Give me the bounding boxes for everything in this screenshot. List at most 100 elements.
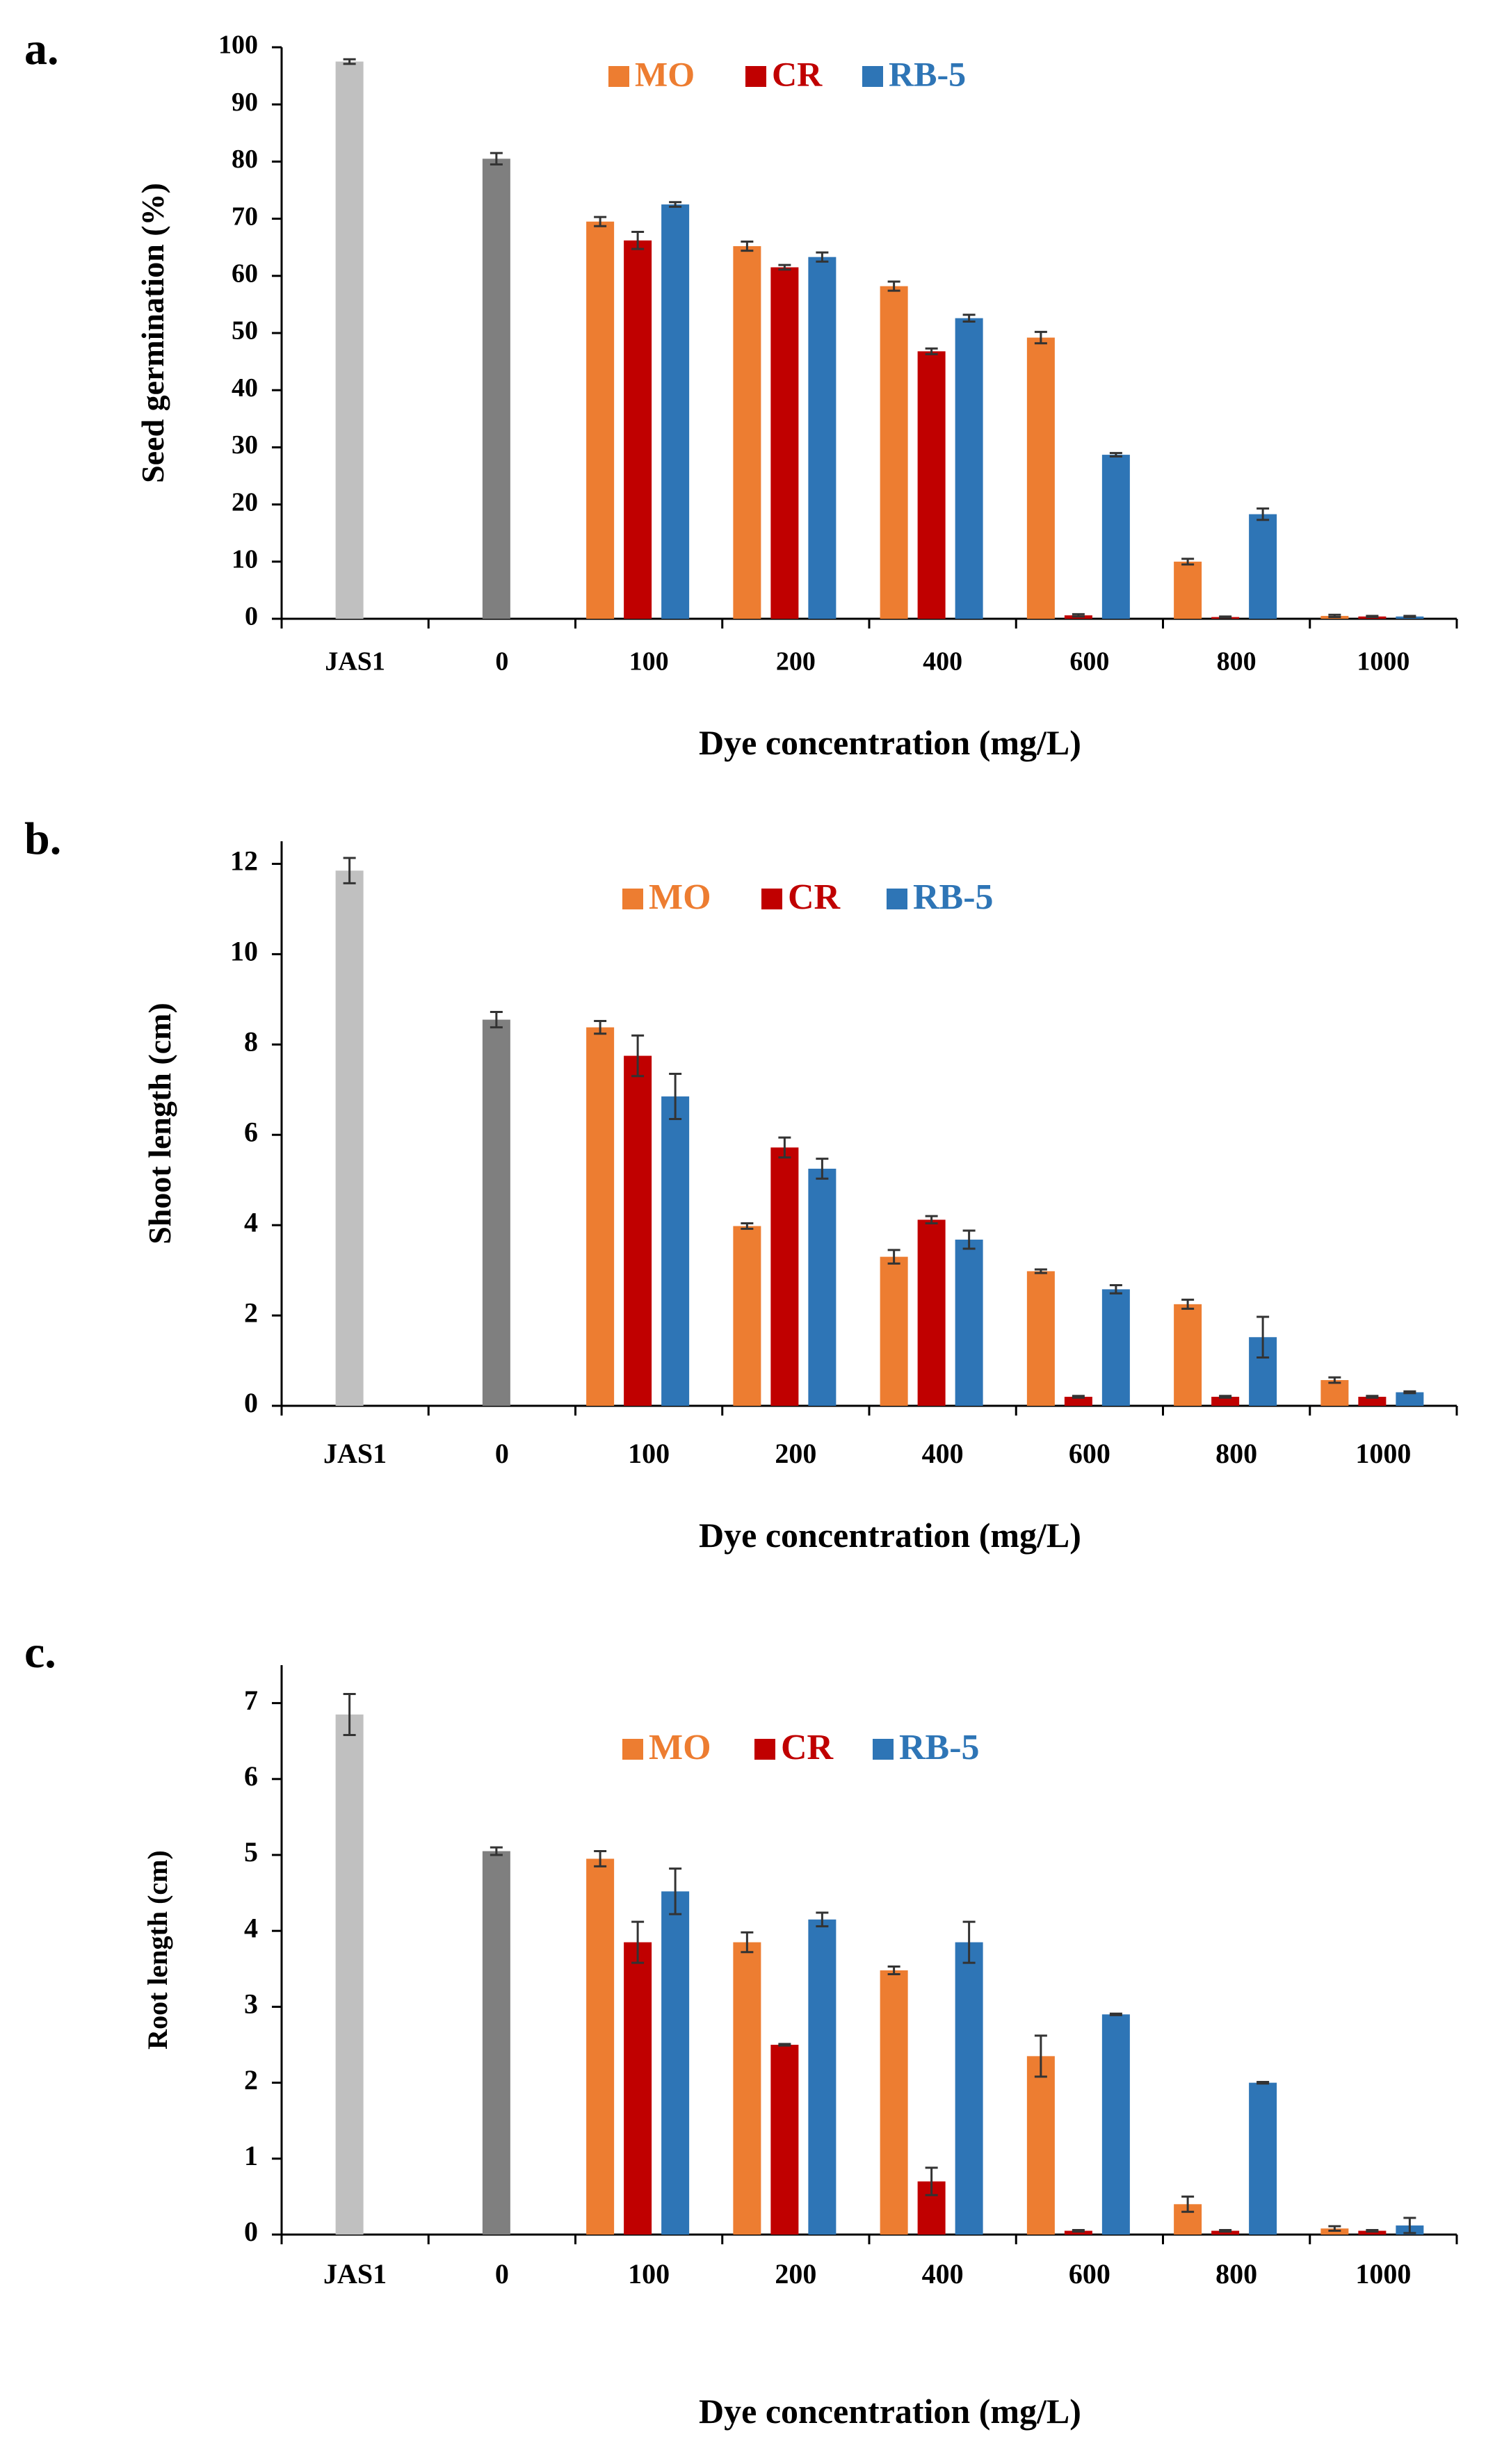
y-tick-label: 7: [244, 1685, 258, 1716]
legend-label-CR: CR: [772, 54, 823, 93]
y-tick-label: 70: [232, 202, 258, 231]
y-tick-label: 12: [230, 845, 258, 877]
legend-swatch-CR: [761, 889, 782, 909]
x-tick-label: 0: [495, 647, 508, 676]
y-tick-label: 6: [244, 1116, 258, 1147]
bar-RB-5-100: [661, 204, 690, 619]
y-tick-label: 4: [244, 1912, 258, 1943]
bar-RB-5-600: [1101, 1289, 1130, 1406]
bar-CR-800: [1211, 2230, 1240, 2235]
legend-swatch-CR: [754, 1739, 775, 1760]
x-tick-label: 600: [1069, 647, 1109, 676]
y-tick-label: 50: [232, 316, 258, 346]
y-tick-label: 10: [230, 936, 258, 967]
chart-panel-3: c. 0 1 2 3 4 5 6 7 JAS1 0 100 200 400 600 800 1000 Dye co…: [24, 1627, 1458, 2431]
bar-RB-5-800: [1249, 514, 1277, 619]
bar-MO-200: [733, 246, 761, 619]
y-tick-label: 20: [232, 487, 258, 517]
legend-label-RB-5: RB-5: [913, 877, 994, 917]
legend-swatch-MO: [622, 1739, 643, 1760]
bar-RB-5-100: [661, 1891, 690, 2235]
x-tick-label: 400: [922, 2258, 964, 2289]
y-tick-label: 40: [232, 373, 258, 403]
bar-RB-5-400: [955, 1942, 983, 2235]
bar-MO-600: [1026, 1271, 1055, 1406]
bar-CR-600: [1064, 1397, 1092, 1406]
legend-swatch-RB-5: [873, 1739, 894, 1760]
y-axis-title: Shoot length (cm): [142, 1003, 177, 1245]
bar-RB-5-200: [808, 1168, 837, 1406]
bar-MO-200: [733, 1226, 761, 1406]
bar-CR-1000: [1358, 2230, 1387, 2235]
panel-label: b.: [24, 813, 61, 864]
bar-CR-200: [770, 2045, 799, 2235]
bar-RB-5-400: [955, 318, 983, 619]
x-axis-title: Dye concentration (mg/L): [699, 1516, 1081, 1555]
x-tick-label: 100: [628, 2258, 670, 2289]
y-tick-label: 0: [245, 602, 258, 631]
bar-control-JAS1: [335, 61, 364, 619]
x-tick-label: 800: [1215, 2258, 1257, 2289]
legend-swatch-RB-5: [887, 889, 907, 909]
legend-swatch-MO: [608, 66, 629, 87]
y-tick-label: 2: [244, 1297, 258, 1328]
y-tick-label: 5: [244, 1836, 258, 1867]
y-tick-label: 10: [232, 545, 258, 574]
x-tick-label: 200: [775, 1438, 816, 1469]
y-tick-label: 2: [244, 2064, 258, 2096]
x-tick-label: 400: [922, 1438, 964, 1469]
bar-CR-800: [1211, 1397, 1240, 1406]
bar-MO-800: [1174, 1304, 1202, 1406]
bar-RB-5-800: [1249, 2082, 1277, 2235]
y-tick-label: 6: [244, 1760, 258, 1792]
bar-MO-100: [586, 1027, 615, 1406]
x-tick-label: JAS1: [325, 647, 385, 676]
x-tick-label: 600: [1069, 2258, 1110, 2289]
legend-label-RB-5: RB-5: [889, 54, 966, 93]
bar-MO-800: [1174, 561, 1202, 619]
bar-RB-5-600: [1101, 455, 1130, 619]
bar-MO-600: [1026, 337, 1055, 619]
bar-control-0: [482, 1019, 510, 1406]
bar-CR-200: [770, 1147, 799, 1406]
x-tick-label: 600: [1069, 1438, 1110, 1469]
bar-control-JAS1: [335, 870, 364, 1406]
y-tick-label: 30: [232, 430, 258, 460]
y-tick-label: 90: [232, 88, 258, 117]
bar-MO-600: [1026, 2056, 1055, 2235]
chart-panel-2: b. 0 2 4 6 8 10 12 JAS1 0 100 200 400 600 800 1000 Dye c…: [24, 813, 1458, 1555]
legend-swatch-CR: [745, 66, 766, 87]
legend-label-MO: MO: [649, 877, 711, 917]
x-tick-label: 0: [495, 1438, 509, 1469]
bar-control-JAS1: [335, 1714, 364, 2235]
bar-RB-5-400: [955, 1239, 983, 1406]
y-tick-label: 4: [244, 1206, 258, 1238]
bar-CR-400: [917, 351, 946, 619]
bar-CR-100: [624, 240, 652, 619]
bar-CR-600: [1064, 2230, 1092, 2235]
bar-RB-5-600: [1101, 2014, 1130, 2235]
x-tick-label: 200: [775, 2258, 816, 2289]
x-tick-label: 1000: [1355, 1438, 1411, 1469]
bar-CR-100: [624, 1942, 652, 2235]
y-tick-label: 100: [218, 31, 258, 60]
y-tick-label: 0: [244, 2216, 258, 2247]
bar-control-0: [482, 1851, 510, 2235]
bar-MO-100: [586, 221, 615, 619]
bar-MO-400: [880, 1256, 908, 1406]
bar-CR-200: [770, 267, 799, 619]
bar-RB-5-100: [661, 1096, 690, 1406]
bar-RB-5-200: [808, 1919, 837, 2235]
chart-panel-1: a. 0 10 20 30 40 50 60 70 80 90 100 JAS1 0 100 200 400 60…: [24, 24, 1458, 762]
x-axis-title: Dye concentration (mg/L): [699, 723, 1081, 762]
legend-label-CR: CR: [788, 877, 841, 917]
x-tick-label: 200: [776, 647, 816, 676]
bar-MO-1000: [1320, 1379, 1349, 1406]
bar-control-0: [482, 159, 510, 619]
legend-swatch-RB-5: [862, 66, 883, 87]
x-tick-label: 1000: [1355, 2258, 1411, 2289]
x-tick-label: 100: [629, 647, 669, 676]
y-axis-title: Seed germination (%): [135, 183, 170, 483]
bar-MO-200: [733, 1942, 761, 2235]
